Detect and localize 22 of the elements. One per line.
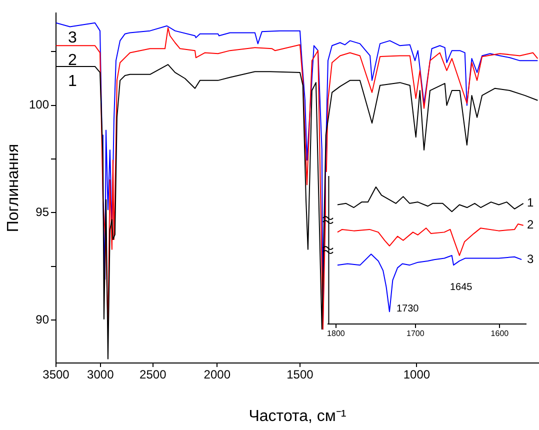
series-label: 2: [68, 52, 77, 70]
series-label: 2: [527, 218, 534, 232]
x-axis-title: Частота, см⁻¹: [248, 408, 346, 425]
y-axis-title: Поглинання: [5, 144, 22, 232]
x-tick-label: 1700: [406, 329, 425, 338]
x-tick-label: 1500: [286, 368, 314, 382]
x-tick-label: 1800: [327, 329, 346, 338]
y-tick-label: 95: [36, 205, 50, 220]
series-label: 1: [527, 196, 534, 210]
x-tick-label: 1600: [490, 329, 510, 338]
annotation: 1730: [396, 303, 420, 314]
series-label: 1: [68, 72, 77, 90]
x-tick-label: 2000: [204, 368, 231, 382]
x-tick-label: 2500: [140, 368, 167, 382]
x-tick-label: 3500: [42, 368, 70, 382]
y-tick-label: 100: [28, 98, 50, 112]
y-tick-label: 90: [36, 312, 50, 326]
series-label: 3: [527, 252, 534, 266]
series-label: 3: [68, 29, 77, 46]
annotation: 1645: [450, 282, 473, 294]
x-tick-label: 3000: [87, 368, 114, 382]
x-tick-label: 1000: [403, 368, 430, 382]
